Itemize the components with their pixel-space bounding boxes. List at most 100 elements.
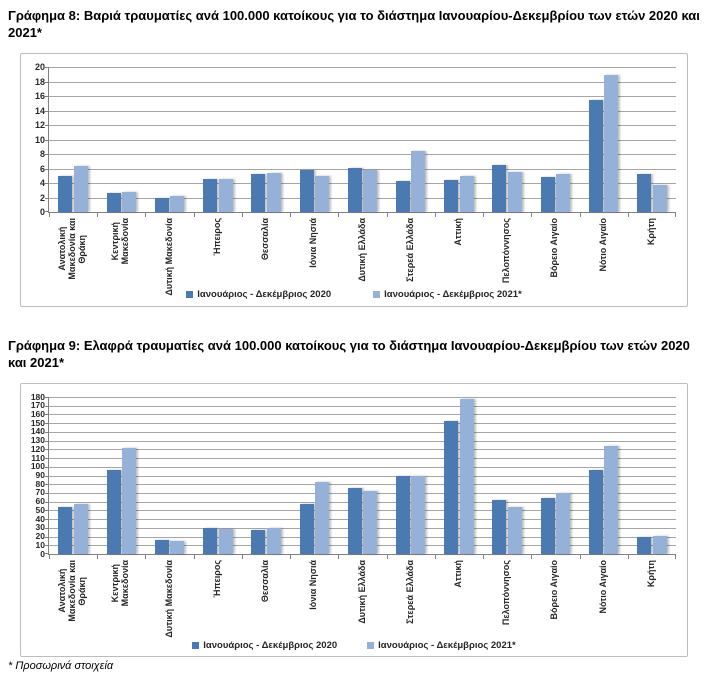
gridline xyxy=(49,96,676,97)
bar-grafima-9-series1 xyxy=(652,535,667,554)
x-category-label: Κεντρική Μακεδονία xyxy=(110,218,131,265)
x-axis-tick xyxy=(49,555,50,559)
x-axis-tick xyxy=(338,213,340,217)
bar-grafima-8-series1 xyxy=(122,191,137,212)
y-axis-tick xyxy=(45,183,49,184)
y-tick-label: 18 xyxy=(34,76,45,87)
legend-item: Ιανουάριος - Δεκέμβριος 2020 xyxy=(186,289,331,300)
x-axis-tick xyxy=(675,213,676,217)
x-axis-tick xyxy=(97,555,99,559)
y-tick-label: 170 xyxy=(30,400,45,411)
chart8-frame: 0 2 4 6 8 10 12 14 16 18 20 Ανατολική Μακεδονία κα… xyxy=(20,53,688,307)
x-axis-tick xyxy=(483,555,485,559)
bar-grafima-8-series1 xyxy=(315,176,330,212)
bar-grafima-9-series1 xyxy=(556,492,571,554)
footnote: * Προσωρινά στοιχεία xyxy=(8,660,114,672)
bar-grafima-8-series1 xyxy=(363,169,378,212)
gridline xyxy=(49,125,676,126)
bar-grafima-8-series0 xyxy=(154,198,169,212)
bar-grafima-9-series1 xyxy=(363,491,378,554)
y-tick-label: 10 xyxy=(34,134,45,145)
bar-grafima-8-series1 xyxy=(73,166,88,212)
y-tick-label: 80 xyxy=(35,478,45,489)
chart9-title: Γράφημα 9: Ελαφρά τραυματίες ανά 100.000… xyxy=(8,338,690,370)
x-category-label: Νότιο Αιγαίο xyxy=(597,218,608,272)
legend-label: Ιανουάριος - Δεκέμβριος 2021* xyxy=(378,640,516,651)
gridline xyxy=(49,501,676,503)
y-axis-tick xyxy=(45,414,49,416)
legend-label: Ιανουάριος - Δεκέμβριος 2020 xyxy=(197,289,332,300)
x-category-label: Θεσσαλία xyxy=(260,218,271,261)
legend-swatch xyxy=(373,291,381,298)
legend-label: Ιανουάριος - Δεκέμβριος 2020 xyxy=(203,640,338,651)
y-tick-label: 20 xyxy=(34,62,45,72)
x-axis-tick xyxy=(579,555,581,559)
legend-swatch xyxy=(192,642,200,649)
y-axis-tick xyxy=(45,197,49,199)
gridline xyxy=(49,449,676,451)
x-axis-tick xyxy=(49,213,50,217)
y-tick-label: 0 xyxy=(39,207,45,217)
y-tick-label: 110 xyxy=(31,452,45,463)
bar-grafima-9-series1 xyxy=(411,475,426,554)
y-axis-tick xyxy=(45,458,49,460)
bar-grafima-8-series0 xyxy=(58,175,73,212)
x-axis-tick xyxy=(145,555,147,559)
x-category-label: Κεντρική Μακεδονία xyxy=(110,560,131,607)
x-category-label: Ήπειρος xyxy=(211,218,222,256)
gridline xyxy=(49,183,676,184)
legend-item: Ιανουάριος - Δεκέμβριος 2020 xyxy=(192,640,337,651)
legend-swatch xyxy=(367,642,375,649)
y-axis-tick xyxy=(45,67,49,68)
gridline xyxy=(49,475,676,477)
x-category-label: Ιόνια Νησιά xyxy=(308,560,319,610)
x-category-label: Ήπειρος xyxy=(211,560,222,598)
gridline xyxy=(49,519,676,521)
bar-grafima-8-series1 xyxy=(218,179,233,212)
y-tick-label: 2 xyxy=(39,192,45,203)
chart9-frame: 0 10 20 30 40 50 60 70 80 90 100 110 120 130 140 150 160… xyxy=(20,383,688,657)
y-axis-tick xyxy=(45,466,49,468)
x-category-label: Νότιο Αιγαίο xyxy=(597,560,608,614)
x-axis-tick xyxy=(386,555,388,559)
gridline xyxy=(49,545,676,547)
y-axis-tick xyxy=(45,545,49,547)
x-category-label: Δυτική Ελλάδα xyxy=(356,218,367,282)
y-tick-label: 120 xyxy=(30,443,45,454)
bar-grafima-8-series1 xyxy=(507,172,522,212)
chart9-legend: Ιανουάριος - Δεκέμβριος 2020 Ιανουάριος -… xyxy=(21,640,687,651)
bar-grafima-8-series1 xyxy=(604,74,619,212)
bar-grafima-9-series0 xyxy=(106,470,121,554)
gridline xyxy=(49,440,676,442)
y-tick-label: 130 xyxy=(30,435,45,446)
x-axis-tick xyxy=(193,213,195,217)
x-axis-tick xyxy=(531,555,533,559)
gridline xyxy=(49,81,676,83)
y-axis-tick xyxy=(45,96,49,97)
bar-grafima-9-series1 xyxy=(266,527,281,554)
bar-grafima-9-series0 xyxy=(444,421,459,554)
x-category-label: Στερεά Ελλάδα xyxy=(404,560,415,624)
bar-grafima-9-series1 xyxy=(315,482,330,554)
x-axis-tick xyxy=(290,555,292,559)
gridline xyxy=(49,527,676,529)
y-tick-label: 50 xyxy=(35,504,45,515)
bar-grafima-9-series1 xyxy=(218,528,233,554)
y-axis-tick xyxy=(45,154,49,155)
bar-grafima-8-series0 xyxy=(444,180,459,212)
y-axis-tick xyxy=(45,536,49,538)
y-tick-label: 100 xyxy=(30,461,45,472)
y-axis-tick xyxy=(45,519,49,521)
x-category-label: Αττική xyxy=(452,560,463,588)
x-category-label: Στερεά Ελλάδα xyxy=(404,218,415,282)
bar-grafima-9-series0 xyxy=(637,537,652,554)
gridline xyxy=(49,67,676,68)
gridline xyxy=(49,510,676,512)
y-axis-tick xyxy=(45,431,49,433)
chart9-x-axis-labels: Ανατολική Μακεδονία και Θράκη Κεντρική Μα… xyxy=(48,558,675,650)
bar-grafima-9-series1 xyxy=(604,445,619,554)
x-axis-tick xyxy=(386,213,388,217)
bar-grafima-9-series0 xyxy=(203,527,218,554)
chart8-title: Γράφημα 8: Βαριά τραυματίες ανά 100.000 … xyxy=(8,8,700,40)
